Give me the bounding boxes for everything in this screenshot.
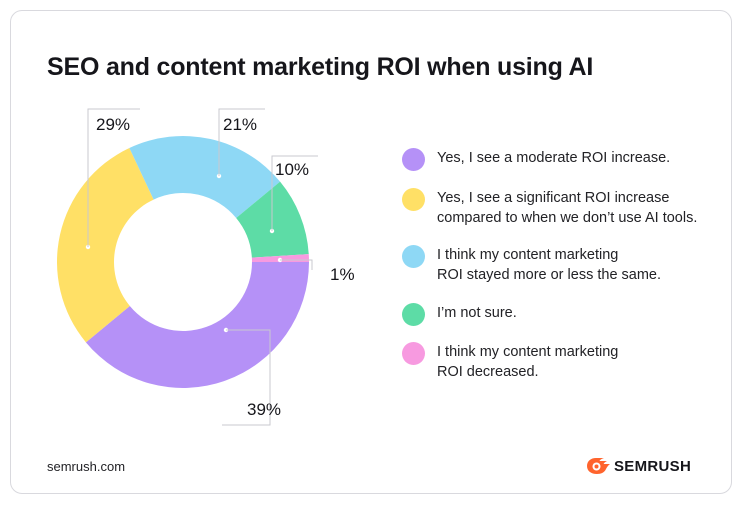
legend-label-decreased-line1: I think my content marketing <box>437 344 619 360</box>
brand-name: SEMRUSH <box>614 457 692 475</box>
legend-swatch-same <box>402 245 425 268</box>
semrush-logo: SEMRUSH <box>585 457 691 475</box>
data-label-same: 21% <box>223 115 257 134</box>
legend-label-moderate: Yes, I see a moderate ROI increase. <box>437 150 671 166</box>
leader-line-significant <box>87 108 140 247</box>
leader-line-decreased <box>280 259 313 270</box>
legend-swatch-moderate <box>402 148 425 171</box>
legend-item-decreased: I think my content marketing ROI decreas… <box>402 342 707 382</box>
chart-title: SEO and content marketing ROI when using… <box>47 53 594 81</box>
leader-line-same <box>218 108 265 176</box>
legend-label-significant-line2: compared to when we don’t use AI tools. <box>437 210 698 226</box>
legend-label-same-line2: ROI stayed more or less the same. <box>437 267 662 283</box>
legend-label-significant-line1: Yes, I see a significant ROI increase <box>437 190 670 206</box>
leader-line-moderate <box>222 329 271 426</box>
data-label-not-sure: 10% <box>275 160 309 179</box>
source-text: semrush.com <box>47 459 126 474</box>
legend-item-moderate: Yes, I see a moderate ROI increase. <box>402 148 707 171</box>
legend-item-not-sure: I’m not sure. <box>402 303 707 326</box>
donut-slice-significant <box>56 147 154 343</box>
legend-swatch-decreased <box>402 342 425 365</box>
leader-line-not-sure <box>271 155 318 231</box>
donut-slice-moderate <box>85 262 309 389</box>
legend-item-significant: Yes, I see a significant ROI increase co… <box>402 188 707 228</box>
donut-slice-same <box>129 136 281 219</box>
data-label-significant: 29% <box>96 115 130 134</box>
data-label-moderate: 39% <box>247 400 281 419</box>
legend-swatch-significant <box>402 188 425 211</box>
chart-card <box>10 10 732 494</box>
legend-swatch-not-sure <box>402 303 425 326</box>
legend-label-decreased-line2: ROI decreased. <box>437 364 539 380</box>
semrush-flame-icon <box>587 458 610 474</box>
legend-label-not-sure: I’m not sure. <box>437 305 517 321</box>
legend-label-same-line1: I think my content marketing <box>437 247 619 263</box>
legend-item-same: I think my content marketing ROI stayed … <box>402 245 707 285</box>
data-label-decreased: 1% <box>330 265 355 284</box>
